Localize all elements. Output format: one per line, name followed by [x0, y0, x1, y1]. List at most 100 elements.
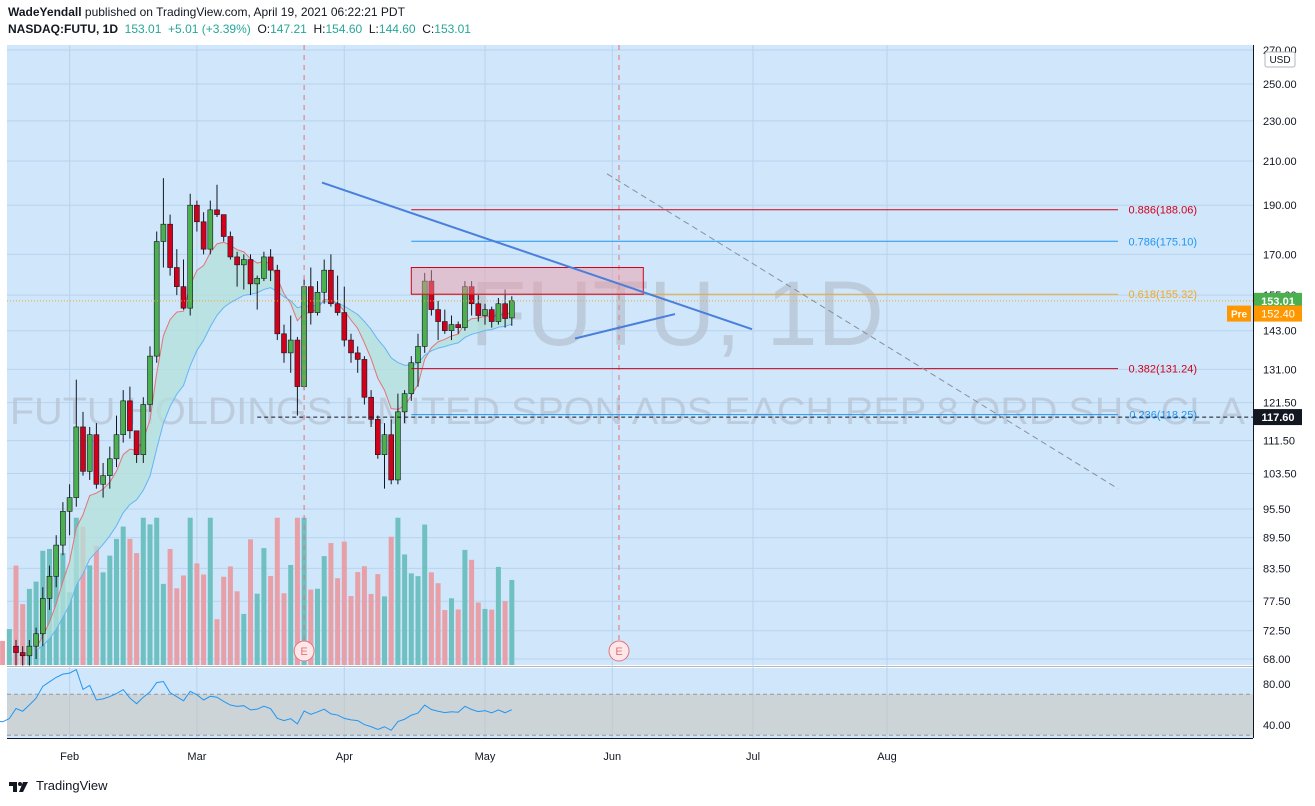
candle: [174, 249, 180, 296]
volume-bar: [13, 565, 19, 665]
candle: [475, 295, 482, 322]
candle-body: [86, 434, 93, 472]
candle-body: [435, 309, 441, 322]
open-value: 147.21: [270, 22, 307, 36]
price-change: +5.01 (+3.39%): [168, 22, 251, 36]
volume-bar: [495, 566, 501, 665]
volume-bar: [241, 613, 247, 665]
candle: [194, 200, 200, 232]
candle: [328, 254, 334, 307]
close-label: C:: [422, 22, 435, 36]
candle: [254, 275, 260, 310]
symbol-label[interactable]: NASDAQ:FUTU, 1D: [8, 22, 118, 36]
volume-bar: [187, 517, 193, 665]
footer: TradingView: [8, 778, 108, 793]
volume-bar: [254, 593, 260, 665]
candle-body: [187, 204, 193, 309]
candle: [455, 321, 462, 334]
candle: [482, 303, 488, 325]
volume-bar: [194, 563, 200, 665]
open-label: O:: [257, 22, 271, 36]
candle-body: [448, 324, 455, 332]
candle-body: [66, 497, 73, 512]
candle: [107, 446, 113, 489]
candle: [234, 251, 240, 287]
candle-body: [274, 269, 281, 335]
volume-bar: [221, 576, 227, 665]
candle: [281, 324, 287, 363]
candle: [348, 333, 354, 363]
candle-body: [220, 214, 227, 237]
volume-bar: [73, 517, 79, 665]
candle: [267, 249, 274, 282]
last-price-badge-label: 153.01: [1261, 296, 1295, 308]
candle-body: [247, 259, 254, 285]
candle-body: [207, 209, 214, 250]
rsi-line: [0, 668, 513, 731]
candle-body: [267, 256, 274, 271]
volume-bar: [120, 526, 126, 665]
candle-body: [254, 278, 260, 285]
candle-body: [80, 426, 86, 472]
volume-bar: [67, 592, 73, 665]
volume-bar: [261, 548, 267, 665]
candle: [120, 390, 126, 443]
candle: [421, 272, 428, 353]
candle-body: [261, 256, 267, 279]
tradingview-logo-icon[interactable]: [8, 779, 30, 793]
low-value: 144.60: [378, 22, 416, 36]
volume-bar: [107, 555, 113, 665]
earnings-marker: [293, 640, 315, 662]
earnings-marker: [608, 640, 630, 662]
volume-bar: [341, 541, 347, 665]
time-tick-label: Feb: [60, 751, 79, 763]
candle-body: [46, 576, 53, 599]
candle: [153, 231, 160, 363]
candle: [39, 587, 46, 647]
candle-body: [374, 419, 381, 455]
time-tick-label: May: [475, 751, 496, 763]
candle-body: [314, 291, 321, 313]
candle-body: [241, 259, 247, 266]
last-price: 153.01: [124, 22, 162, 36]
volume-bar: [475, 602, 481, 665]
rsi-band: [7, 694, 1253, 736]
candle: [468, 281, 475, 316]
candle-body: [194, 204, 200, 223]
candle: [66, 484, 73, 536]
footer-brand[interactable]: TradingView: [36, 778, 108, 793]
candle: [441, 309, 448, 334]
candle-body: [294, 339, 301, 387]
candle: [13, 639, 19, 666]
volume-bar: [181, 575, 186, 665]
pre-market-badge: [1254, 305, 1302, 322]
candle: [140, 397, 147, 463]
candle-body: [73, 426, 80, 498]
volume-bar: [348, 596, 354, 665]
candle-body: [53, 544, 60, 577]
candle-body: [107, 458, 113, 476]
volume-bar: [328, 543, 334, 665]
volume-bar: [234, 591, 240, 665]
price-pane: [7, 45, 1253, 665]
candle-body: [361, 359, 368, 398]
candle: [294, 336, 301, 416]
fib-level-label: 0.236(118.25): [1129, 410, 1197, 422]
candle: [287, 315, 294, 373]
volume-bar: [20, 604, 26, 665]
close-value: 153.01: [434, 22, 471, 36]
volume-bar: [274, 517, 280, 665]
candle-body: [147, 355, 153, 405]
price-axis: 270.00250.00230.00210.00190.00170.00155.…: [1263, 45, 1297, 666]
publisher-name[interactable]: WadeYendall: [8, 5, 82, 19]
volume-bar: [114, 538, 119, 665]
volume-bar: [509, 579, 515, 665]
volume-bar: [294, 517, 300, 665]
volume-bar: [435, 583, 441, 665]
volume-bar: [402, 554, 408, 665]
time-tick-label: Aug: [877, 751, 897, 763]
candle-body: [321, 269, 328, 293]
candle: [321, 259, 328, 304]
candle-body: [401, 393, 408, 413]
